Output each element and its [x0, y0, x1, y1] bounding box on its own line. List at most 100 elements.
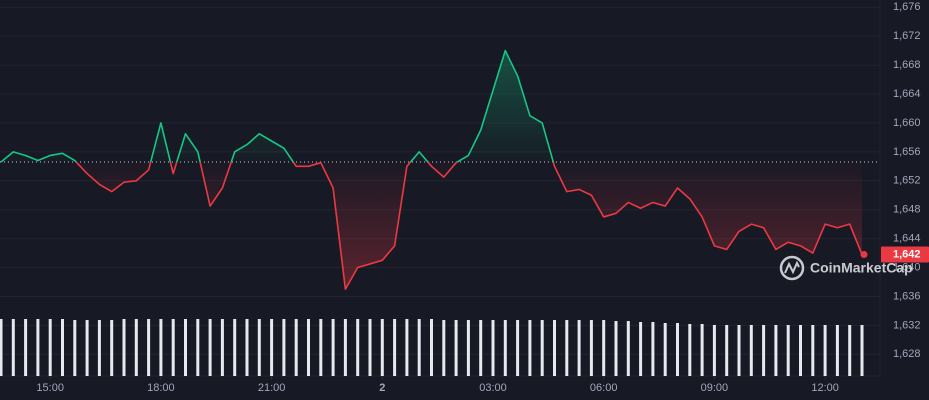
volume-bar — [11, 319, 15, 376]
volume-bar — [36, 319, 40, 376]
x-tick-label: 21:00 — [258, 382, 286, 394]
volume-bar — [712, 325, 716, 376]
volume-bar — [811, 325, 815, 376]
y-tick-label: 1,672 — [893, 30, 921, 42]
y-tick-label: 1,664 — [893, 88, 921, 100]
volume-bar — [860, 325, 864, 376]
volume-bar — [331, 319, 335, 376]
x-tick-label: 15:00 — [36, 382, 64, 394]
y-tick-label: 1,632 — [893, 319, 921, 331]
volume-bar — [553, 320, 556, 376]
volume-bar — [540, 320, 544, 376]
y-tick-label: 1,656 — [893, 146, 921, 158]
volume-bar — [405, 319, 409, 376]
volume-bar — [134, 319, 138, 376]
logo-ring — [779, 255, 805, 281]
volume-bar — [307, 319, 310, 376]
volume-bar — [479, 320, 483, 376]
volume-bar — [430, 319, 433, 376]
volume-bar — [24, 319, 28, 376]
x-tick-label: 18:00 — [147, 382, 175, 394]
price-tag-label: 1,642 — [893, 248, 921, 260]
volume-bar — [319, 319, 323, 376]
area — [1, 50, 862, 290]
volume-bar — [97, 320, 101, 376]
volume-bar — [73, 320, 77, 376]
volume-bar — [220, 319, 224, 376]
volume-bar — [725, 325, 729, 376]
x-tick-label: 06:00 — [590, 382, 618, 394]
volume-bar — [110, 320, 114, 376]
volume-bar — [368, 319, 372, 376]
volume-bar — [651, 322, 655, 376]
y-tick-label: 1,668 — [893, 59, 921, 71]
volume-bar — [823, 325, 827, 376]
volume-bar — [799, 325, 802, 376]
y-tick-label: 1,640 — [893, 261, 921, 273]
volume-bar — [663, 323, 667, 376]
volume-bar — [786, 325, 790, 376]
y-tick-label: 1,660 — [893, 117, 921, 129]
volume-bar — [356, 319, 360, 376]
volume-bar — [233, 319, 237, 376]
price-tag — [881, 246, 929, 263]
y-tick-label: 1,628 — [893, 348, 921, 360]
volume-bar — [122, 319, 126, 376]
volume-bar — [380, 319, 384, 376]
volume-bar — [85, 320, 89, 376]
volume-bar — [491, 320, 495, 376]
volume-bar — [245, 319, 249, 376]
volume-bar — [270, 319, 274, 376]
volume-bar — [257, 319, 261, 376]
volume-bar — [196, 319, 200, 376]
volume-bar — [528, 320, 532, 376]
logo-wave — [784, 260, 800, 275]
watermark: CoinMarketCap — [810, 260, 913, 276]
volume-bar — [282, 319, 286, 376]
volume-bar — [466, 320, 470, 376]
volume-bar — [417, 319, 421, 376]
volume-bar — [762, 325, 766, 376]
volume-bar — [614, 321, 618, 376]
volume-bar — [159, 319, 163, 376]
volume-bar — [700, 324, 704, 376]
volume-bar — [749, 325, 753, 376]
watermark-logo — [779, 255, 805, 281]
volume-bar — [184, 319, 187, 376]
volume-bar — [577, 320, 581, 376]
volume-bar — [639, 322, 643, 376]
volume-bar — [688, 324, 692, 376]
volume-bar — [737, 325, 741, 376]
x-tick-label: 2 — [379, 382, 385, 394]
volume-bar — [602, 320, 606, 376]
volume-bar — [774, 325, 778, 376]
volume-bar — [48, 319, 52, 376]
x-tick-label: 12:00 — [811, 382, 839, 394]
volume-bar — [516, 320, 520, 376]
y-tick-label: 1,644 — [893, 233, 921, 245]
x-tick-label: 03:00 — [479, 382, 507, 394]
volume-bar — [589, 320, 593, 376]
volume-bar — [294, 319, 298, 376]
last-point — [860, 251, 868, 259]
volume-bar — [676, 323, 679, 376]
volume-bar — [393, 319, 397, 376]
y-tick-label: 1,676 — [893, 1, 921, 13]
y-tick-label: 1,636 — [893, 290, 921, 302]
y-tick-label: 1,648 — [893, 204, 921, 216]
volume-bar — [626, 321, 630, 376]
volume-bar — [343, 319, 347, 376]
volume-bar — [0, 319, 3, 376]
volume-bar — [61, 319, 64, 376]
x-tick-label: 09:00 — [701, 382, 729, 394]
price-line — [0, 49, 863, 291]
volume-bar — [147, 319, 151, 376]
volume-bar — [565, 320, 569, 376]
volume-bar — [835, 325, 839, 376]
volume-bar — [171, 319, 175, 376]
volume-bar — [503, 320, 507, 376]
volume-bar — [208, 319, 212, 376]
volume-bar — [848, 325, 852, 376]
